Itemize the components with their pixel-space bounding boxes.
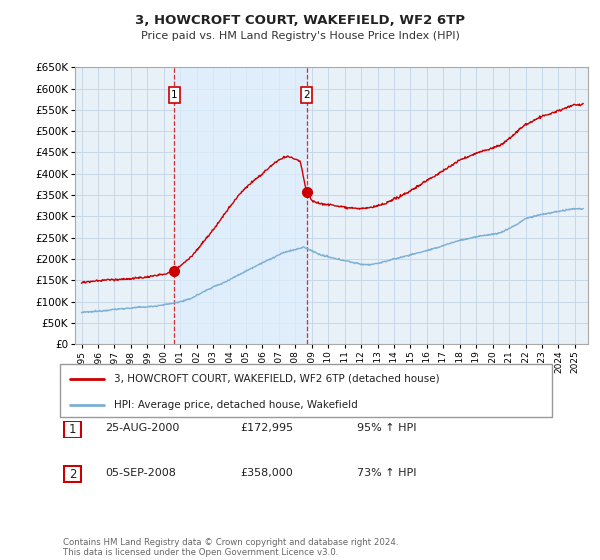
Text: 3, HOWCROFT COURT, WAKEFIELD, WF2 6TP: 3, HOWCROFT COURT, WAKEFIELD, WF2 6TP (135, 14, 465, 27)
Text: 3, HOWCROFT COURT, WAKEFIELD, WF2 6TP (detached house): 3, HOWCROFT COURT, WAKEFIELD, WF2 6TP (d… (114, 374, 440, 384)
FancyBboxPatch shape (64, 466, 81, 482)
Text: Price paid vs. HM Land Registry's House Price Index (HPI): Price paid vs. HM Land Registry's House … (140, 31, 460, 41)
Text: 2: 2 (303, 90, 310, 100)
Text: 25-AUG-2000: 25-AUG-2000 (105, 423, 179, 433)
Text: 95% ↑ HPI: 95% ↑ HPI (357, 423, 416, 433)
Text: 1: 1 (171, 90, 178, 100)
Text: Contains HM Land Registry data © Crown copyright and database right 2024.
This d: Contains HM Land Registry data © Crown c… (63, 538, 398, 557)
Text: £358,000: £358,000 (240, 468, 293, 478)
Text: 1: 1 (69, 423, 76, 436)
FancyBboxPatch shape (60, 364, 552, 417)
Text: HPI: Average price, detached house, Wakefield: HPI: Average price, detached house, Wake… (114, 400, 358, 410)
Text: £172,995: £172,995 (240, 423, 293, 433)
FancyBboxPatch shape (64, 422, 81, 437)
Bar (175, 67, 307, 344)
Text: 2: 2 (69, 468, 76, 481)
Text: 05-SEP-2008: 05-SEP-2008 (105, 468, 176, 478)
Text: 73% ↑ HPI: 73% ↑ HPI (357, 468, 416, 478)
